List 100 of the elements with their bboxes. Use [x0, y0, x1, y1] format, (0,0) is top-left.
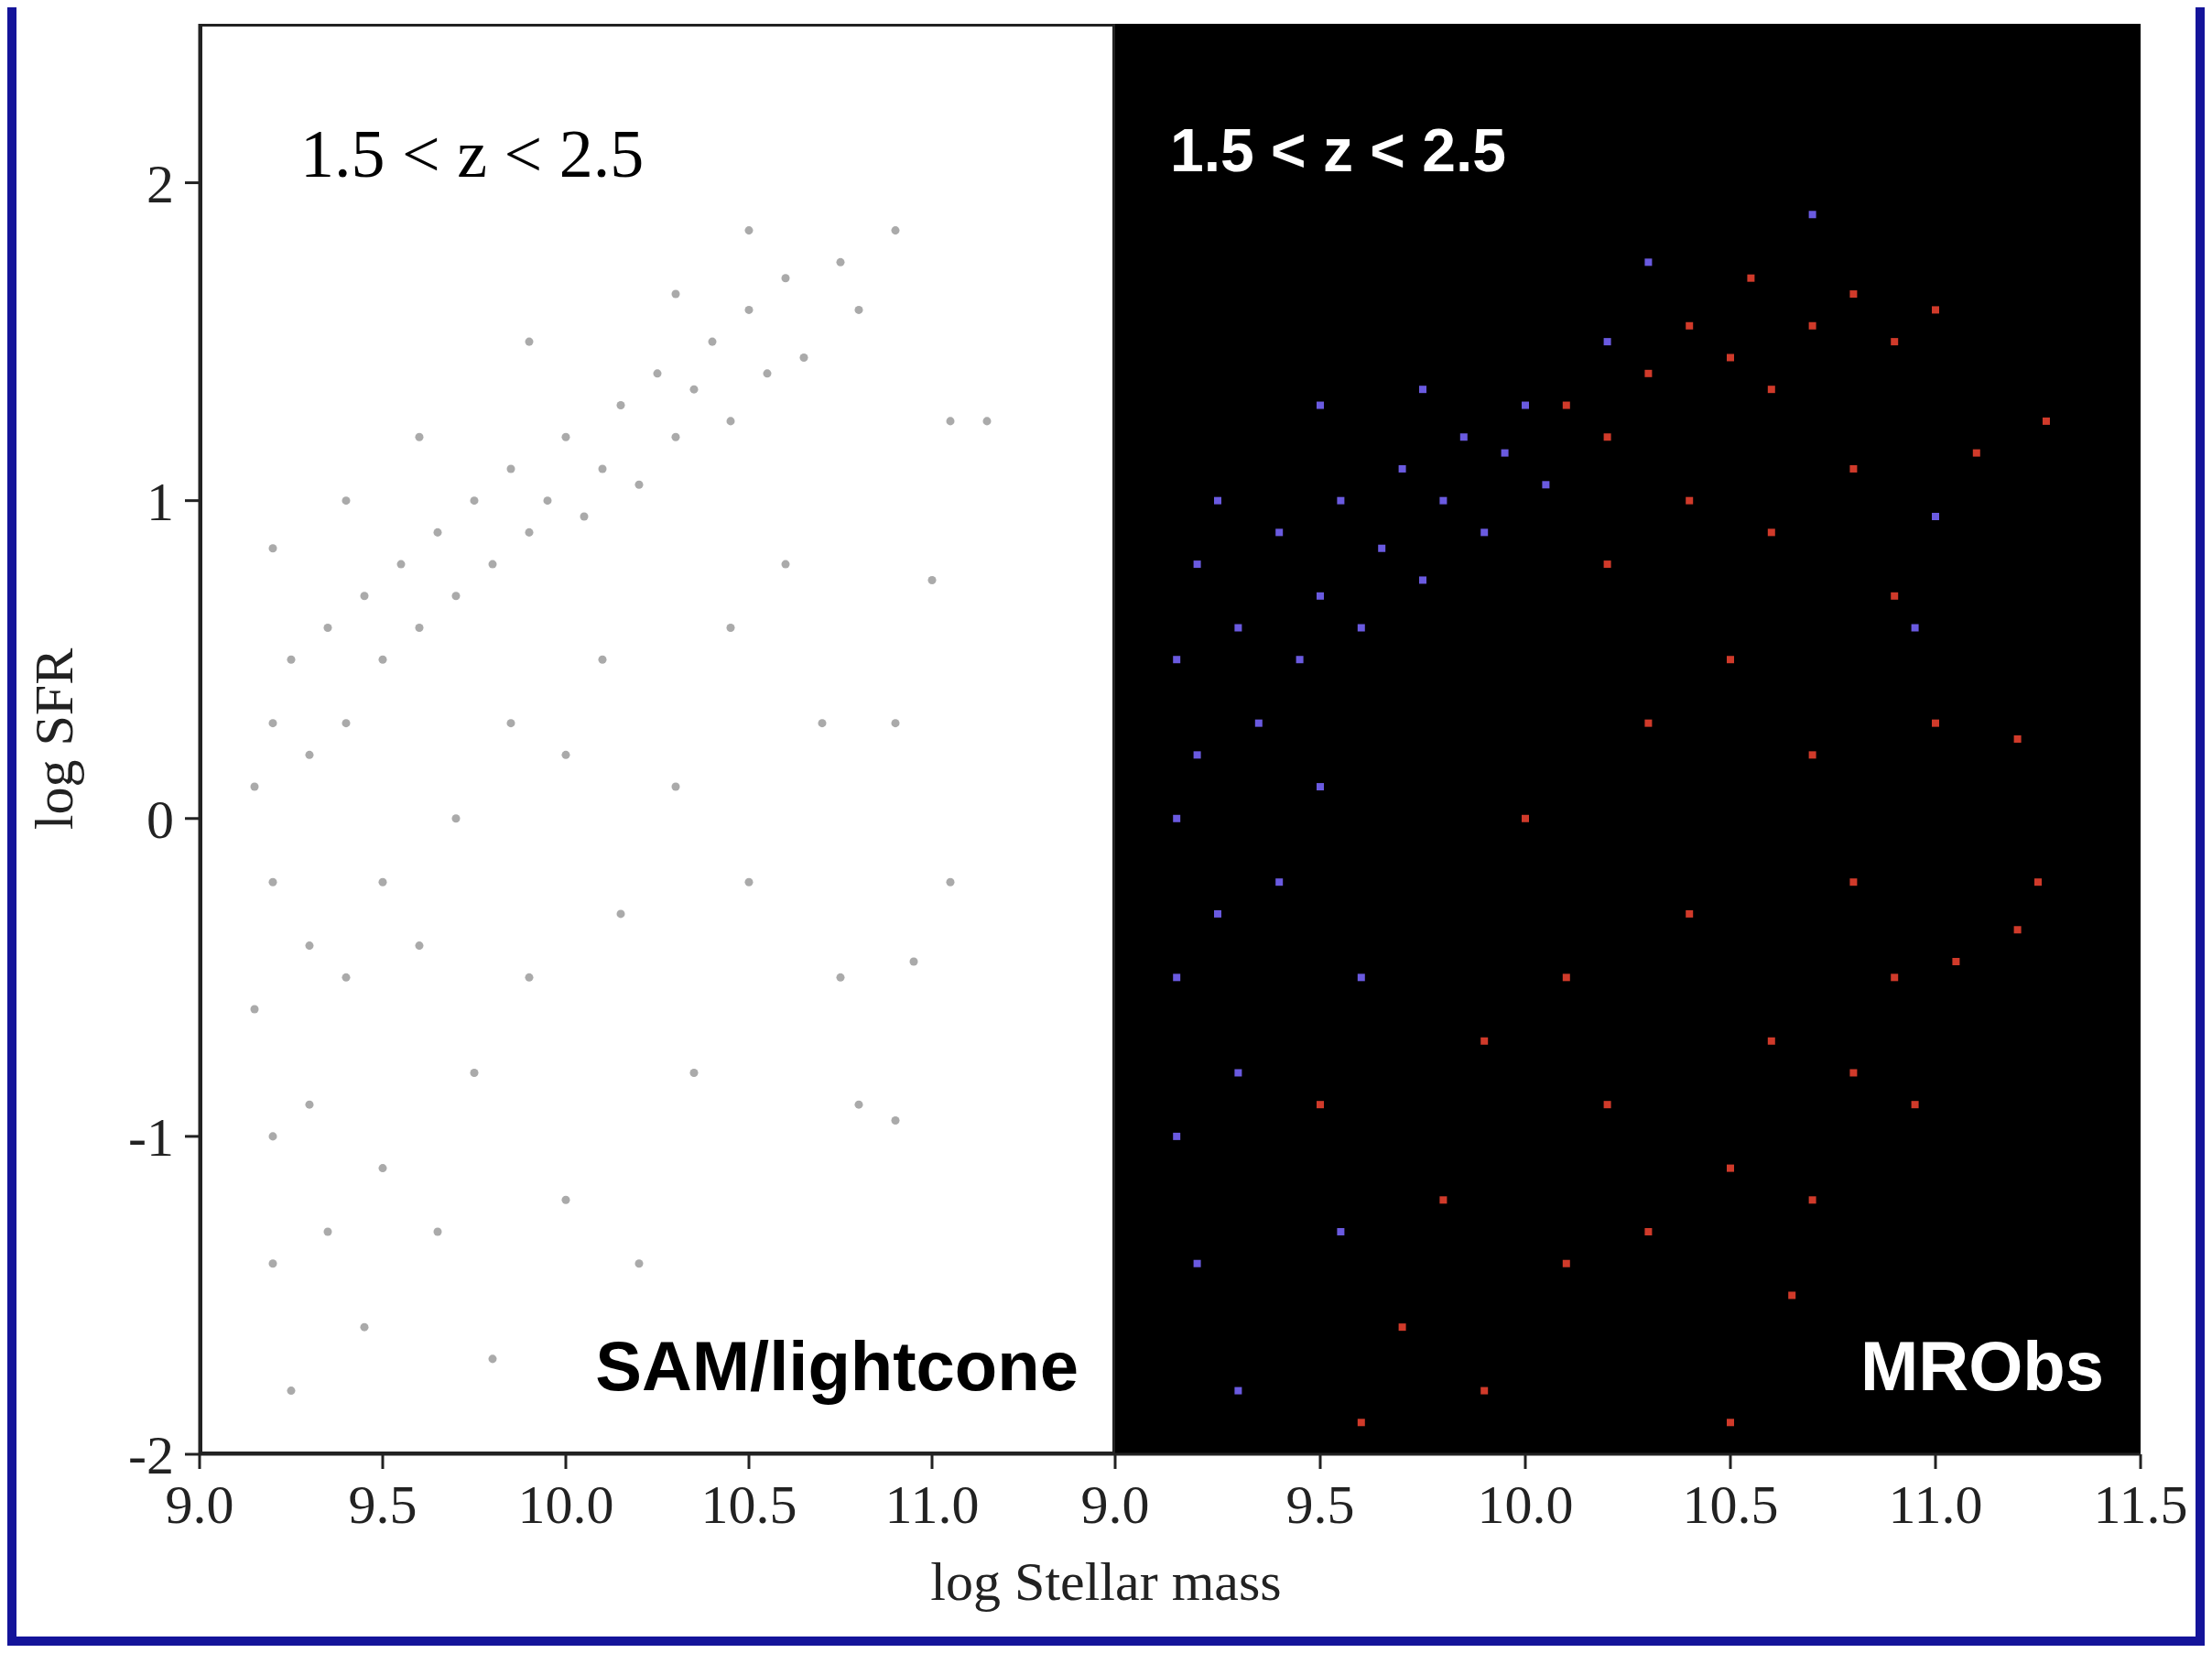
point [1419, 386, 1426, 394]
point [1357, 1419, 1365, 1427]
y-tick-label: -1 [128, 1107, 174, 1169]
point [1767, 1037, 1775, 1045]
point [1317, 592, 1324, 600]
point [1644, 258, 1653, 266]
point [1644, 1228, 1653, 1236]
point [1891, 338, 1899, 346]
annotation: SAM/lightcone [595, 1326, 1079, 1406]
point [2042, 417, 2050, 425]
x-tick-label: 9.5 [1285, 1474, 1355, 1535]
point [1173, 973, 1181, 982]
annotation: MRObs [1860, 1326, 2104, 1406]
point [1808, 751, 1816, 759]
point [1686, 321, 1694, 330]
point [1254, 719, 1263, 727]
point [1808, 1196, 1816, 1204]
point [1234, 624, 1242, 632]
x-tick-label: 10.5 [1682, 1474, 1779, 1535]
point [1439, 496, 1448, 505]
x-tick-label: 11.5 [2093, 1474, 2188, 1535]
point [1603, 338, 1611, 346]
x-tick-label: 10.0 [517, 1474, 614, 1535]
point [1234, 1387, 1242, 1395]
point [1542, 481, 1550, 489]
point [1275, 878, 1284, 886]
x-axis-title: log Stellar mass [929, 1550, 1283, 1614]
point [1562, 973, 1570, 982]
point [1891, 592, 1899, 600]
point [1849, 878, 1858, 886]
point [1644, 719, 1653, 727]
point [1501, 449, 1509, 457]
point [1788, 1291, 1796, 1300]
point [1603, 560, 1611, 569]
point [2034, 878, 2042, 886]
point [1911, 1101, 1919, 1109]
annotation: 1.5 < z < 2.5 [1170, 115, 1506, 185]
point [1480, 1387, 1489, 1395]
x-tick-label: 10.5 [700, 1474, 797, 1535]
annotation: 1.5 < z < 2.5 [300, 115, 645, 193]
point [1337, 496, 1345, 505]
x-tick-label: 9.0 [1080, 1474, 1150, 1535]
point [1686, 496, 1694, 505]
point [1337, 1228, 1345, 1236]
x-tick-label: 10.0 [1477, 1474, 1574, 1535]
point [1522, 814, 1529, 822]
point [1952, 957, 1960, 965]
point [1911, 624, 1919, 632]
point [1357, 624, 1365, 632]
point [2013, 735, 2022, 743]
point [1562, 401, 1570, 409]
point [1214, 909, 1221, 918]
point [1398, 1323, 1406, 1332]
point [1317, 783, 1324, 791]
x-tick-label: 11.0 [884, 1474, 980, 1535]
point [2013, 926, 2022, 934]
point [1727, 1419, 1734, 1427]
point [1727, 656, 1734, 664]
point [1439, 1196, 1448, 1204]
point [1932, 306, 1939, 314]
x-tick-label: 9.5 [348, 1474, 417, 1535]
point [1173, 656, 1181, 664]
point [1378, 544, 1386, 552]
point [1727, 1164, 1734, 1172]
point [1173, 814, 1181, 822]
y-tick-label: 0 [146, 789, 174, 851]
x-tick-label: 11.0 [1888, 1474, 1983, 1535]
point [1808, 211, 1816, 219]
point [1459, 433, 1468, 441]
point [1193, 751, 1201, 759]
point [1849, 1069, 1858, 1077]
point [1849, 290, 1858, 299]
point [1932, 513, 1939, 521]
point [1747, 274, 1755, 282]
point [1767, 528, 1775, 537]
point [1173, 1132, 1181, 1140]
point [1234, 1069, 1242, 1077]
point [1932, 719, 1939, 727]
point [1480, 1037, 1489, 1045]
point [1562, 1259, 1570, 1267]
y-tick-label: 2 [146, 153, 174, 214]
point [1480, 528, 1489, 537]
point [1398, 464, 1406, 473]
point [1767, 386, 1775, 394]
point [1603, 433, 1611, 441]
point [1419, 576, 1426, 584]
point [1193, 560, 1201, 569]
point [1317, 1101, 1324, 1109]
point [1603, 1101, 1611, 1109]
y-axis-title: log SFR [24, 647, 85, 831]
point [1972, 449, 1980, 457]
point [1891, 973, 1899, 982]
point [1849, 464, 1858, 473]
y-tick-label: 1 [146, 471, 174, 532]
point [1193, 1259, 1201, 1267]
point [1686, 909, 1694, 918]
point [1522, 401, 1529, 409]
point [1214, 496, 1221, 505]
point [1357, 973, 1365, 982]
point [1275, 528, 1284, 537]
